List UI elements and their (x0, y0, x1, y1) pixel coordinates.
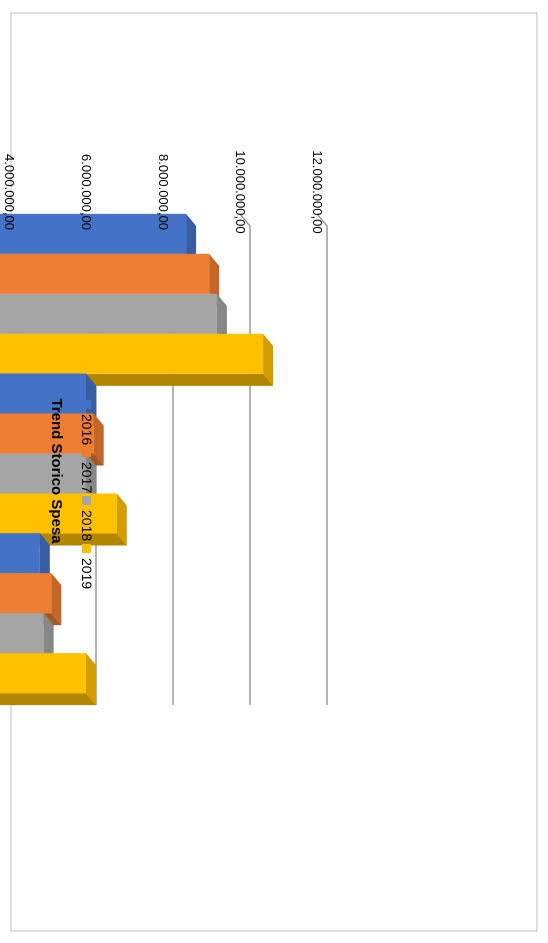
value-tick-label: 4.000.000,00 (2, 154, 17, 230)
legend-swatch (82, 544, 91, 553)
legend-item-2016: 2016 (79, 400, 95, 445)
legend-swatch (82, 448, 91, 457)
value-tick-label: 10.000.000,00 (233, 150, 248, 233)
bar-impegnato-2019 (0, 493, 127, 546)
value-tick-label: 6.000.000,00 (79, 154, 94, 230)
bar-pagato-2019 (0, 653, 96, 706)
gridline (316, 213, 328, 705)
legend-item-2017: 2017 (79, 448, 95, 493)
legend-label: 2019 (79, 558, 95, 589)
value-tick-label: 12.000.000,00 (310, 150, 325, 233)
legend-swatch (82, 496, 91, 505)
legend-label: 2016 (79, 414, 95, 445)
value-tick-label: 8.000.000,00 (156, 154, 171, 230)
legend-item-2018: 2018 (79, 496, 95, 541)
legend-label: 2017 (79, 462, 95, 493)
legend-item-2019: 2019 (79, 544, 95, 589)
legend-swatch (82, 400, 91, 409)
chart-title: Trend Storico Spesa (48, 398, 65, 544)
legend-label: 2018 (79, 510, 95, 541)
gridline (239, 213, 251, 705)
